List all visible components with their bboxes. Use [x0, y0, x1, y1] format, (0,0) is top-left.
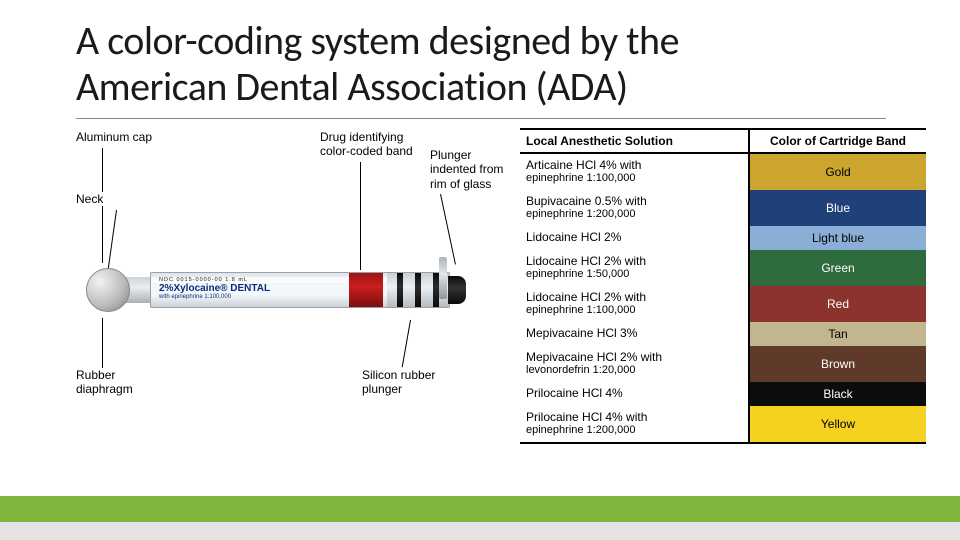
cell-solution: Mepivacaine HCl 3%: [520, 322, 750, 346]
label-drug-band: Drug identifying color-coded band: [320, 130, 413, 159]
lead-line: [102, 318, 103, 368]
print-main: 2%Xylocaine® DENTAL: [159, 283, 319, 294]
lead-line: [360, 162, 361, 270]
label-aluminum-cap: Aluminum cap: [76, 130, 152, 144]
table-row: Mepivacaine HCl 3%Tan: [520, 322, 926, 346]
bottom-stripe-gray: [0, 522, 960, 540]
glass-rim: [439, 257, 447, 299]
cell-solution: Mepivacaine HCl 2% withlevonordefrin 1:2…: [520, 346, 750, 382]
print-sub: with epinephrine 1:100,000: [159, 294, 319, 300]
table-row: Mepivacaine HCl 2% withlevonordefrin 1:2…: [520, 346, 926, 382]
cell-solution: Prilocaine HCl 4% withepinephrine 1:200,…: [520, 406, 750, 442]
cell-color-swatch: Tan: [750, 322, 926, 346]
cartridge-diagram: Aluminum cap Neck Drug identifying color…: [72, 130, 517, 440]
plunger-rib: [397, 273, 403, 307]
header-solution: Local Anesthetic Solution: [520, 130, 750, 152]
cell-solution: Lidocaine HCl 2%: [520, 226, 750, 250]
slide-title: A color-coding system designed by the Am…: [76, 18, 836, 110]
title-underline: [76, 118, 886, 119]
cell-solution: Lidocaine HCl 2% withepinephrine 1:50,00…: [520, 250, 750, 286]
lead-line: [402, 320, 411, 367]
table-row: Prilocaine HCl 4%Black: [520, 382, 926, 406]
cell-color-swatch: Blue: [750, 190, 926, 226]
cell-color-swatch: Gold: [750, 154, 926, 190]
plunger-tip: [448, 276, 466, 304]
plunger-rib: [415, 273, 421, 307]
cartridge-glass: NDC 0015-0000-00 1.8 mL 2%Xylocaine® DEN…: [150, 272, 450, 308]
cartridge-print: NDC 0015-0000-00 1.8 mL 2%Xylocaine® DEN…: [159, 277, 319, 305]
cell-color-swatch: Black: [750, 382, 926, 406]
anesthetic-color-table: Local Anesthetic Solution Color of Cartr…: [520, 128, 926, 444]
header-color: Color of Cartridge Band: [750, 130, 926, 152]
table-header: Local Anesthetic Solution Color of Cartr…: [520, 130, 926, 154]
table-row: Prilocaine HCl 4% withepinephrine 1:200,…: [520, 406, 926, 442]
cell-solution: Bupivacaine 0.5% withepinephrine 1:200,0…: [520, 190, 750, 226]
table-row: Bupivacaine 0.5% withepinephrine 1:200,0…: [520, 190, 926, 226]
label-rubber-diaphragm: Rubber diaphragm: [76, 368, 133, 397]
cell-color-swatch: Brown: [750, 346, 926, 382]
table-row: Articaine HCl 4% withepinephrine 1:100,0…: [520, 154, 926, 190]
aluminum-cap: [86, 268, 130, 312]
table-body: Articaine HCl 4% withepinephrine 1:100,0…: [520, 154, 926, 442]
table-row: Lidocaine HCl 2% withepinephrine 1:50,00…: [520, 250, 926, 286]
table-row: Lidocaine HCl 2% withepinephrine 1:100,0…: [520, 286, 926, 322]
label-plunger-indent: Plunger indented from rim of glass: [430, 148, 503, 191]
cartridge-body: NDC 0015-0000-00 1.8 mL 2%Xylocaine® DEN…: [92, 260, 502, 320]
cell-color-swatch: Light blue: [750, 226, 926, 250]
cell-solution: Articaine HCl 4% withepinephrine 1:100,0…: [520, 154, 750, 190]
cell-color-swatch: Green: [750, 250, 926, 286]
label-neck: Neck: [76, 192, 103, 206]
red-band: [349, 273, 383, 307]
cell-color-swatch: Yellow: [750, 406, 926, 442]
cell-solution: Prilocaine HCl 4%: [520, 382, 750, 406]
lead-line: [440, 194, 456, 265]
table-row: Lidocaine HCl 2%Light blue: [520, 226, 926, 250]
cell-solution: Lidocaine HCl 2% withepinephrine 1:100,0…: [520, 286, 750, 322]
cell-color-swatch: Red: [750, 286, 926, 322]
label-silicon-plunger: Silicon rubber plunger: [362, 368, 435, 397]
bottom-stripe-green: [0, 496, 960, 522]
